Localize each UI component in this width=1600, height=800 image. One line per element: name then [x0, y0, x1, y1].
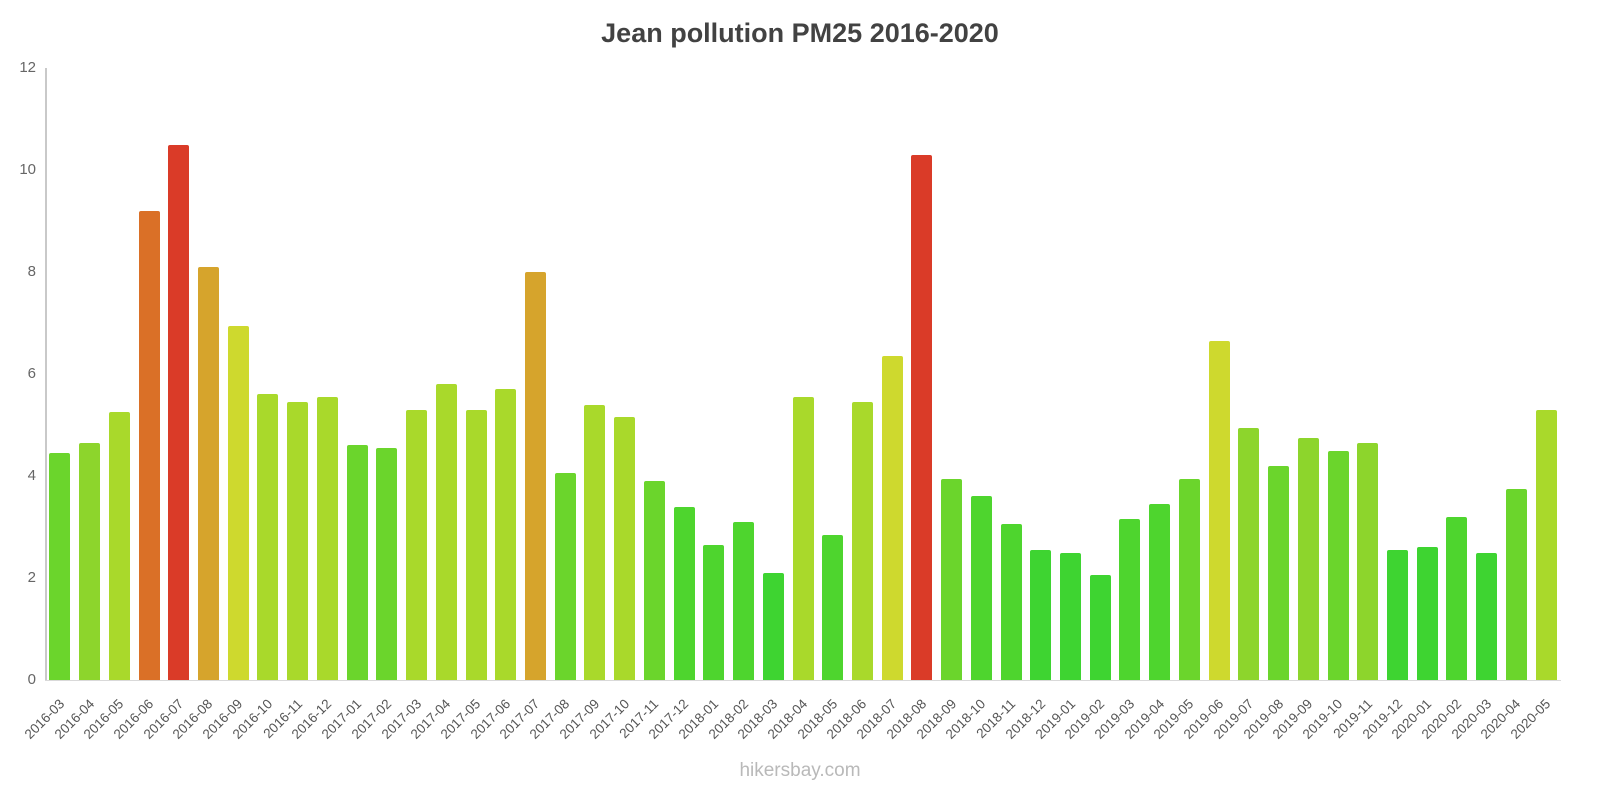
bar: [762, 572, 784, 680]
bar: [792, 396, 814, 680]
y-tick-label: 8: [27, 263, 36, 280]
bar: [138, 210, 160, 680]
bar: [1000, 524, 1022, 680]
bar: [79, 442, 101, 680]
bar: [376, 447, 398, 680]
bar: [881, 356, 903, 680]
bar: [1416, 547, 1438, 680]
bar: [703, 544, 725, 680]
bar: [1476, 552, 1498, 680]
bar: [851, 402, 873, 680]
bar: [435, 384, 457, 680]
bar: [346, 445, 368, 680]
bar: [941, 478, 963, 680]
y-tick-label: 6: [27, 365, 36, 382]
chart-title: Jean pollution PM25 2016-2020: [601, 18, 999, 48]
bar: [1030, 549, 1052, 680]
bar: [554, 473, 576, 680]
bar: [257, 394, 279, 680]
bar: [197, 266, 219, 680]
bar: [733, 521, 755, 680]
bar: [1089, 575, 1111, 680]
bar: [316, 396, 338, 680]
plot-area: [45, 68, 1561, 681]
bar: [1535, 409, 1557, 680]
bar: [1149, 504, 1171, 680]
y-tick-label: 10: [19, 161, 36, 178]
y-axis-line: [45, 68, 47, 680]
bar: [1119, 519, 1141, 680]
bar: [1297, 437, 1319, 680]
bar: [673, 506, 695, 680]
bar: [1387, 549, 1408, 680]
bar: [822, 534, 844, 680]
bar: [1505, 488, 1527, 680]
bar: [643, 481, 665, 680]
bar: [1327, 450, 1349, 680]
bar: [524, 272, 546, 680]
y-tick-label: 12: [19, 59, 36, 76]
y-tick-label: 2: [27, 569, 36, 586]
bar: [108, 412, 130, 680]
bar: [584, 404, 606, 680]
bar: [406, 409, 428, 680]
bar: [1357, 442, 1379, 680]
watermark: hikersbay.com: [739, 760, 861, 781]
y-tick-label: 0: [27, 671, 36, 688]
y-tick-label: 4: [27, 467, 36, 484]
bar: [465, 409, 487, 680]
bar: [911, 154, 933, 680]
bar: [1060, 552, 1082, 680]
bar: [287, 402, 309, 680]
bar: [227, 325, 249, 680]
bar: [495, 389, 517, 680]
bar: [1208, 340, 1230, 680]
bar: [1178, 478, 1200, 680]
bar: [614, 417, 636, 680]
x-axis-line: [45, 680, 1561, 681]
bar: [168, 144, 190, 680]
bar: [1238, 427, 1260, 680]
bar: [1446, 516, 1468, 680]
bar: [49, 453, 71, 680]
bar: [1268, 465, 1290, 680]
bar: [970, 496, 992, 680]
